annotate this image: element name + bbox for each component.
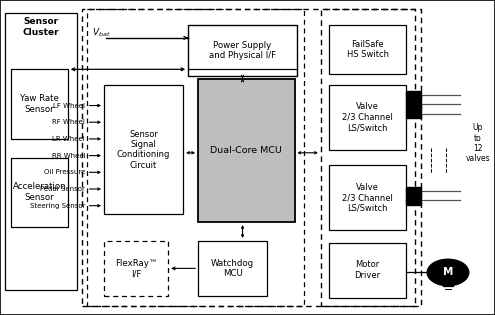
Text: Dual-Core MCU: Dual-Core MCU [210, 146, 282, 155]
Bar [87, 9, 304, 306]
Text: RF Wheel: RF Wheel [52, 119, 85, 125]
Bar [11, 69, 68, 139]
Bar [406, 100, 421, 109]
Bar [329, 85, 406, 150]
Text: Yaw Rate
Sensor: Yaw Rate Sensor [20, 94, 59, 114]
Text: Sensor
Signal
Conditioning
Circuit: Sensor Signal Conditioning Circuit [117, 129, 170, 170]
Text: Watchdog
MCU: Watchdog MCU [211, 259, 254, 278]
Text: Motor
Driver: Motor Driver [354, 261, 381, 280]
Text: Oil Pressure: Oil Pressure [44, 169, 85, 175]
Text: FailSafe
HS Switch: FailSafe HS Switch [346, 40, 389, 59]
Text: Up
to
12
valves: Up to 12 valves [465, 123, 490, 163]
Bar [329, 165, 406, 230]
Bar [329, 243, 406, 298]
Bar [5, 13, 77, 290]
Bar [198, 79, 295, 222]
Bar [104, 241, 168, 296]
Text: LR Wheel: LR Wheel [52, 136, 85, 142]
Text: Power Supply
and Physical I/F: Power Supply and Physical I/F [209, 41, 276, 60]
Bar [11, 158, 68, 227]
Text: Sensor
Cluster: Sensor Cluster [23, 17, 59, 37]
Bar [406, 110, 421, 118]
Bar [406, 91, 421, 99]
Text: Pedal Sensor: Pedal Sensor [40, 186, 85, 192]
Text: Valve
2/3 Channel
LS/Switch: Valve 2/3 Channel LS/Switch [342, 183, 393, 213]
Bar [406, 196, 421, 205]
Text: Acceleration
Sensor: Acceleration Sensor [12, 182, 66, 202]
Text: RR Wheel: RR Wheel [51, 152, 85, 159]
Bar [82, 9, 421, 306]
Text: LF Wheel: LF Wheel [53, 102, 85, 109]
Text: FlexRay™
I/F: FlexRay™ I/F [115, 259, 157, 278]
Bar [198, 241, 267, 296]
Bar [321, 9, 415, 306]
Bar [329, 25, 406, 74]
Bar [406, 187, 421, 195]
Bar [104, 85, 183, 214]
Text: M: M [443, 267, 453, 278]
Text: $V_{bat}$: $V_{bat}$ [92, 27, 110, 39]
Circle shape [427, 259, 469, 286]
Text: Steering Sensor: Steering Sensor [30, 203, 85, 209]
Bar [188, 25, 297, 76]
Text: Valve
2/3 Channel
LS/Switch: Valve 2/3 Channel LS/Switch [342, 102, 393, 132]
